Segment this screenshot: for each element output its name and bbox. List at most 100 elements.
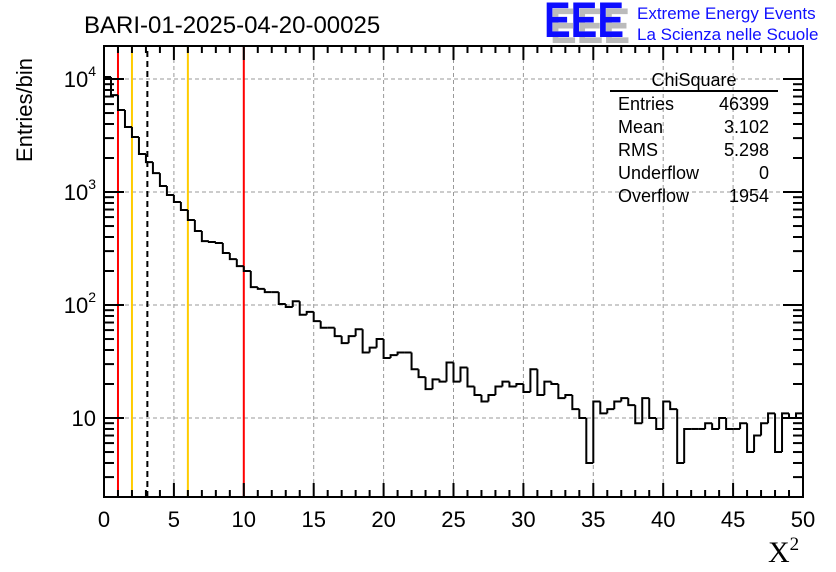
histogram-bin <box>571 394 580 411</box>
histogram-bin <box>368 346 377 353</box>
x-axis-label: X2 <box>768 534 799 569</box>
reference-lines <box>116 46 245 497</box>
histogram-bin <box>256 287 265 290</box>
histogram-bin <box>760 422 769 436</box>
histogram-bin <box>599 401 608 415</box>
logo-letters: EEE <box>544 0 624 48</box>
histogram-bin <box>277 292 286 306</box>
histogram-bin <box>459 366 468 382</box>
histogram-bin <box>263 288 272 294</box>
histogram-bin <box>103 76 111 497</box>
histogram-bin <box>214 241 223 244</box>
histogram-bin <box>228 252 237 261</box>
histogram-bin <box>543 380 552 395</box>
histogram-bin <box>662 400 671 429</box>
histogram-bin <box>550 381 559 386</box>
logo-line1: Extreme Energy Events <box>637 4 816 23</box>
histogram-bin <box>137 136 146 156</box>
histogram-bin <box>445 361 454 382</box>
x-tick-label: 50 <box>791 507 815 532</box>
histogram-bin <box>669 401 678 411</box>
stats-label: Underflow <box>618 163 700 183</box>
histogram-bin <box>564 393 573 399</box>
histogram-bin <box>354 328 363 337</box>
stats-label: Mean <box>618 117 663 137</box>
histogram-bin <box>333 327 342 338</box>
y-axis-label: Entries/bin <box>12 58 37 162</box>
x-tick-label: 40 <box>651 507 675 532</box>
histogram-bin <box>179 202 188 212</box>
histogram-bin <box>522 384 531 393</box>
histogram-bin <box>480 394 489 403</box>
histogram-bin <box>207 241 216 244</box>
x-tick-label: 10 <box>232 507 256 532</box>
histogram-bin <box>312 311 321 323</box>
histogram-bin <box>648 398 657 420</box>
histogram <box>103 76 804 497</box>
histogram-bin <box>515 383 524 387</box>
histogram-bin <box>634 405 643 425</box>
x-tick-labels: 0 5 10 15 20 25 30 35 40 45 50 <box>98 507 815 532</box>
histogram-bin <box>200 230 209 243</box>
histogram-bin <box>711 423 720 430</box>
histogram-bin <box>536 369 545 396</box>
histogram-bin <box>529 368 538 392</box>
histogram-bin <box>795 412 804 497</box>
histogram-bin <box>585 418 594 464</box>
histogram-bin <box>704 422 713 429</box>
histogram-bin <box>767 412 776 424</box>
histogram-bin <box>501 380 510 387</box>
histogram-bin <box>249 271 258 289</box>
stats-label: Overflow <box>618 186 690 206</box>
y-tick-label: 10 <box>72 406 96 431</box>
x-tick-label: 15 <box>301 507 325 532</box>
histogram-bin <box>438 379 447 383</box>
histogram-bin <box>627 398 636 407</box>
histogram-bin <box>431 378 440 390</box>
histogram-bin <box>186 210 195 222</box>
histogram-bin <box>340 336 349 345</box>
stats-label: RMS <box>618 140 658 160</box>
histogram-bin <box>774 413 783 454</box>
grid <box>104 46 803 497</box>
x-tick-label: 5 <box>168 507 180 532</box>
histogram-bin <box>347 335 356 344</box>
histogram-bin <box>725 418 734 430</box>
x-tick-label: 45 <box>721 507 745 532</box>
histogram-bin <box>361 329 370 354</box>
histogram-bin <box>319 321 328 329</box>
x-tick-label: 20 <box>371 507 395 532</box>
histogram-bin <box>753 434 762 453</box>
histogram-bin <box>410 352 419 371</box>
y-tick-label: 102 <box>64 289 96 318</box>
chart-title: BARI-01-2025-04-20-00025 <box>84 12 380 39</box>
stats-title: ChiSquare <box>651 70 736 90</box>
histogram-bin <box>683 427 692 463</box>
histogram-bin <box>620 397 629 402</box>
histogram-bin <box>424 377 433 391</box>
x-tick-label: 30 <box>511 507 535 532</box>
histogram-bin <box>116 95 125 111</box>
y-tick-label: 103 <box>64 176 96 205</box>
histogram-bin <box>578 409 587 420</box>
logo-line2: La Scienza nelle Scuole <box>637 25 818 44</box>
histogram-bin <box>242 266 251 273</box>
y-tick-labels: 10 102 103 104 <box>64 63 96 431</box>
histogram-bin <box>613 400 622 410</box>
histogram-bin <box>144 154 153 164</box>
histogram-bin <box>452 362 461 383</box>
histogram-bin <box>557 384 566 400</box>
histogram-bin <box>291 300 300 308</box>
stats-value: 5.298 <box>724 140 769 160</box>
stats-value: 1954 <box>729 186 769 206</box>
histogram-bin <box>298 301 307 316</box>
stats-value: 0 <box>759 163 769 183</box>
histogram-bin <box>641 397 650 424</box>
histogram-bin <box>739 422 748 429</box>
histogram-bin <box>130 127 139 138</box>
histogram-bin <box>473 386 482 396</box>
stats-value: 46399 <box>719 94 769 114</box>
histogram-bin <box>746 423 755 454</box>
histogram-bin <box>396 351 405 356</box>
